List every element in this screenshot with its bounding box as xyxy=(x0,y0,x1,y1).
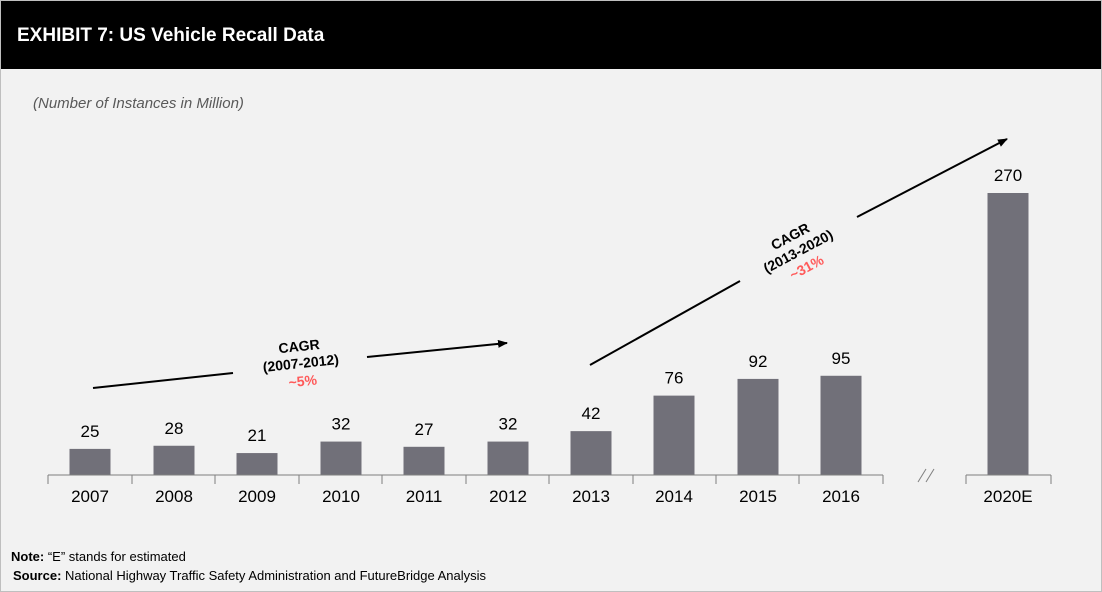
tick-label-2007: 2007 xyxy=(71,487,109,506)
footer-note: Note: “E” stands for estimated xyxy=(11,549,186,564)
bar-2009 xyxy=(236,453,278,475)
cagr-arrow-1-head xyxy=(366,339,508,358)
cagr-label-1: CAGR xyxy=(278,336,321,356)
tick-label-2015: 2015 xyxy=(739,487,777,506)
tick-label-2014: 2014 xyxy=(655,487,693,506)
tick-label-2009: 2009 xyxy=(238,487,276,506)
x-axis xyxy=(47,474,1052,484)
footer-source: Source: National Highway Traffic Safety … xyxy=(13,568,486,583)
bar-2008 xyxy=(153,445,195,475)
cagr-value-1: ~5% xyxy=(288,371,318,390)
cagr-annotation-1: CAGR (2007-2012) ~5% xyxy=(262,336,340,390)
value-label-2016: 95 xyxy=(832,349,851,368)
value-label-2011: 27 xyxy=(415,420,434,439)
bar-2013 xyxy=(570,431,612,475)
note-label: Note: xyxy=(11,549,45,564)
value-labels: 25 28 21 32 27 32 42 76 92 95 270 xyxy=(81,166,1023,445)
tick-labels: 2007 2008 2009 2010 2011 2012 2013 2014 2015 2016… xyxy=(71,487,1033,506)
note-text: “E” stands for estimated xyxy=(44,549,186,564)
cagr-period-1: (2007-2012) xyxy=(262,351,340,375)
tick-label-2016: 2016 xyxy=(822,487,860,506)
cagr-arrow-2-head xyxy=(856,138,1008,218)
value-label-2013: 42 xyxy=(582,404,601,423)
tick-label-2008: 2008 xyxy=(155,487,193,506)
chart-title: EXHIBIT 7: US Vehicle Recall Data xyxy=(17,25,325,46)
source-label: Source: xyxy=(13,568,62,583)
source-text: National Highway Traffic Safety Administ… xyxy=(61,568,487,583)
axis-break-marker xyxy=(917,468,935,483)
cagr-annotation-2: CAGR (2013-2020) ~31% xyxy=(761,219,836,282)
value-label-2009: 21 xyxy=(248,426,267,445)
tick-label-2020E: 2020E xyxy=(983,487,1032,506)
bars xyxy=(69,193,1029,475)
cagr-arrow-1-tail xyxy=(92,372,234,389)
cagr-arrow-2-tail xyxy=(589,280,741,366)
bar-chart: 25 28 21 32 27 32 42 76 92 95 270 2007 2008 2009 2010… xyxy=(47,138,1052,506)
tick-label-2011: 2011 xyxy=(406,487,443,506)
tick-label-2012: 2012 xyxy=(489,487,527,506)
tick-label-2010: 2010 xyxy=(322,487,360,506)
value-label-2015: 92 xyxy=(749,352,768,371)
value-label-2012: 32 xyxy=(499,415,518,434)
chart-subtitle: (Number of Instances in Million) xyxy=(33,95,244,112)
bar-2010 xyxy=(320,441,362,475)
bar-2020E xyxy=(987,193,1029,475)
header-bar: EXHIBIT 7: US Vehicle Recall Data xyxy=(1,1,1101,69)
value-label-2008: 28 xyxy=(165,419,184,438)
bar-2011 xyxy=(403,446,445,475)
bar-2007 xyxy=(69,448,111,475)
tick-label-2013: 2013 xyxy=(572,487,610,506)
value-label-2014: 76 xyxy=(665,369,684,388)
bar-2012 xyxy=(487,441,529,475)
value-label-2020E: 270 xyxy=(994,166,1022,185)
bar-2016 xyxy=(820,375,862,475)
bar-2015 xyxy=(737,378,779,475)
bar-2014 xyxy=(653,395,695,475)
value-label-2010: 32 xyxy=(332,415,351,434)
value-label-2007: 25 xyxy=(81,422,100,441)
